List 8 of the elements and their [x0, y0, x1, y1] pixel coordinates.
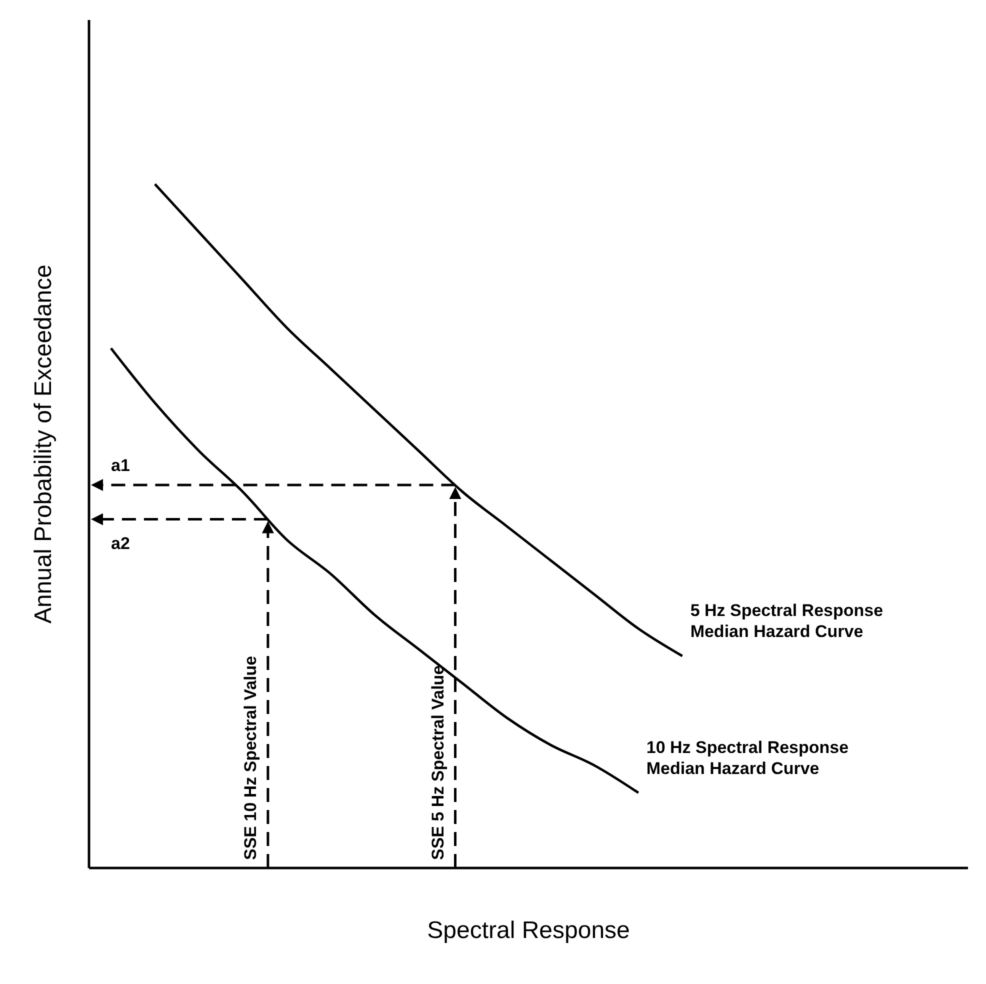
x-axis-title: Spectral Response	[427, 917, 630, 944]
legend-label: a2	[111, 534, 130, 554]
series-label: 5 Hz Spectral Response Median Hazard Curve	[690, 601, 884, 641]
ref-line-label: a1	[111, 456, 130, 476]
series-label: 10 Hz Spectral Response Median Hazard Curve	[646, 738, 849, 778]
annotation: SSE 5 Hz Spectral Value	[428, 665, 448, 860]
annotation: SSE 10 Hz Spectral Value	[240, 656, 260, 860]
y-axis-title: Annual Probability of Exceedance	[30, 264, 57, 624]
